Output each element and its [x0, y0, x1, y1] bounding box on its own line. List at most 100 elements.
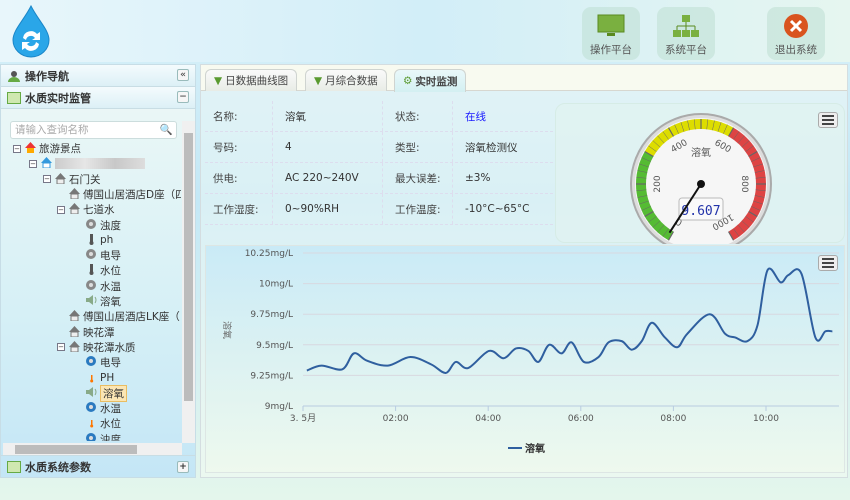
gauge-tick [657, 135, 665, 144]
y-tick-label: 10.25mg/L [245, 249, 293, 259]
x-tick-label: 08:00 [660, 414, 686, 424]
tab-bar: ▼ 日数据曲线图 ▼ 月综合数据 ⚙ 实时监测 [201, 65, 847, 92]
user-icon [8, 70, 20, 82]
info-row: 工作湿度: 0~90%RH 工作温度: -10°C~65°C [205, 194, 553, 225]
expand-button[interactable]: + [177, 461, 189, 473]
tree-node[interactable]: 映花潭 [68, 325, 115, 340]
collapse-sidebar-button[interactable]: « [177, 69, 189, 81]
tree-node[interactable]: − 七道水 [57, 202, 115, 217]
vertical-scrollbar[interactable] [182, 121, 195, 443]
tree-node[interactable]: 浊度 [85, 218, 121, 233]
collapse-toggle-icon[interactable]: − [29, 159, 37, 168]
gauge-tick [637, 170, 648, 173]
logout-button[interactable]: 退出系统 [767, 7, 825, 60]
tree-node[interactable]: − 石门关 [43, 172, 101, 187]
tree-node[interactable]: 水位 [85, 416, 121, 431]
tree-node-label: 映花潭水质 [83, 341, 136, 354]
collapse-toggle-icon[interactable]: − [57, 343, 65, 352]
tree-node-label [55, 158, 145, 170]
device-info-table: 名称: 溶氧 状态: 在线 号码: 4 类型: 溶氧检测仪 供电: AC 220~240V 最大误差… [205, 101, 553, 225]
info-value: 4 [273, 132, 383, 162]
search-input[interactable]: 请输入查询名称 🔍 [10, 121, 177, 139]
gauge-tick [754, 195, 765, 198]
gauge-tick [733, 131, 740, 140]
gauge-title: 溶氧 [691, 146, 711, 159]
gauge-menu-button[interactable] [818, 112, 838, 128]
system-params-header[interactable]: 水质系统参数 + [1, 455, 195, 477]
tab-monthly-data[interactable]: ▼ 月综合数据 [305, 69, 387, 91]
sensor-icon [85, 248, 100, 263]
horizontal-scrollbar[interactable] [3, 443, 182, 456]
header: 操作平台 系统平台 退出系统 [0, 0, 850, 62]
tree-node[interactable]: − [29, 156, 145, 171]
operation-platform-button[interactable]: 操作平台 [582, 7, 640, 60]
gauge-tick [639, 200, 649, 205]
main-panel: ▼ 日数据曲线图 ▼ 月综合数据 ⚙ 实时监测 名称: 溶氧 状态: 在线 号码: 4 类型: 溶氧… [200, 64, 848, 478]
gauge-tick-label: 0 [674, 215, 684, 227]
tree-node-label: 旅游景点 [39, 143, 81, 155]
house-icon [54, 172, 69, 187]
house-icon [68, 202, 83, 217]
collapse-toggle-icon[interactable]: − [43, 175, 51, 184]
tree-node[interactable]: 溶氧 [85, 294, 121, 309]
x-tick-label: 10:00 [753, 414, 779, 424]
tab-daily-curve[interactable]: ▼ 日数据曲线图 [205, 69, 298, 91]
tree-node[interactable]: ph [85, 233, 113, 248]
tree-node[interactable]: 水温 [85, 401, 121, 416]
tree-node[interactable]: 浊度 [85, 432, 121, 441]
tree-node[interactable]: 电导 [85, 355, 121, 370]
gauge-tick [652, 140, 661, 148]
tree-node-label: 电导 [100, 357, 121, 370]
section-header[interactable]: 水质实时监管 − [1, 87, 195, 109]
gauge-tick [637, 195, 648, 198]
collapse-toggle-icon[interactable]: − [13, 144, 21, 153]
tree-node[interactable]: 电导 [85, 248, 121, 263]
gauge-tick [680, 122, 685, 132]
tab-label: 日数据曲线图 [225, 75, 289, 87]
tree-node[interactable]: 水位 [85, 263, 121, 278]
gauge-tick [667, 127, 675, 137]
nav-header: 操作导航 « [1, 65, 195, 87]
gauge-tick [745, 216, 754, 223]
x-tick-label: 06:00 [568, 414, 594, 424]
tree-node-label: 电导 [100, 250, 121, 263]
y-axis-label: 溶氧 [221, 321, 233, 339]
tab-label: 月综合数据 [325, 75, 378, 87]
sidebar: 操作导航 « 水质实时监管 − 请输入查询名称 🔍 − 旅游景点 − − 石门关 傅国山居酒店D… [0, 64, 196, 478]
tab-realtime-monitor[interactable]: ⚙ 实时监测 [394, 69, 467, 92]
tree-node[interactable]: − 旅游景点 [13, 141, 81, 156]
tree-node[interactable]: − 映花潭水质 [57, 340, 136, 355]
gear-icon: ⚙ [403, 75, 413, 87]
info-row: 名称: 溶氧 状态: 在线 [205, 101, 553, 132]
gauge-tick [648, 145, 657, 152]
tree-node[interactable]: 溶氧 [85, 384, 127, 402]
tree-node[interactable]: PH [85, 371, 114, 386]
gauge-tick [727, 231, 735, 241]
search-icon[interactable]: 🔍 [159, 124, 173, 136]
gauge-tick [657, 224, 665, 233]
tree-node[interactable]: 傅国山居酒店D座（四 [68, 187, 181, 202]
tree-node[interactable]: 水温 [85, 279, 121, 294]
thermometer-icon [85, 233, 100, 248]
collapse-section-button[interactable]: − [177, 91, 189, 103]
system-platform-button[interactable]: 系统平台 [657, 7, 715, 60]
tree-node[interactable]: 傅国山居酒店LK座（ [68, 309, 180, 324]
logo-icon [12, 4, 50, 58]
gauge-tick [737, 135, 745, 144]
gauge-tick [693, 119, 696, 130]
info-value: 0~90%RH [273, 194, 383, 224]
tree-node-label: 傅国山居酒店D座（四 [83, 188, 181, 201]
sensor-blue-icon [85, 355, 100, 370]
button-label: 操作平台 [590, 44, 632, 56]
gauge-tick [755, 176, 766, 179]
gauge-panel: 0 200 400 600 800 1000 溶氧 9.607 [555, 103, 845, 255]
tree-node-label: 傅国山居酒店LK座（ [83, 311, 180, 324]
chart-menu-button[interactable] [818, 255, 838, 271]
house-icon [68, 187, 83, 202]
collapse-toggle-icon[interactable]: − [57, 205, 65, 214]
y-tick-label: 9.5mg/L [256, 341, 293, 351]
red-house-icon [24, 141, 39, 156]
gauge-tick [641, 206, 651, 211]
info-row: 号码: 4 类型: 溶氧检测仪 [205, 132, 553, 163]
tree-node-label: 浊度 [100, 219, 121, 232]
